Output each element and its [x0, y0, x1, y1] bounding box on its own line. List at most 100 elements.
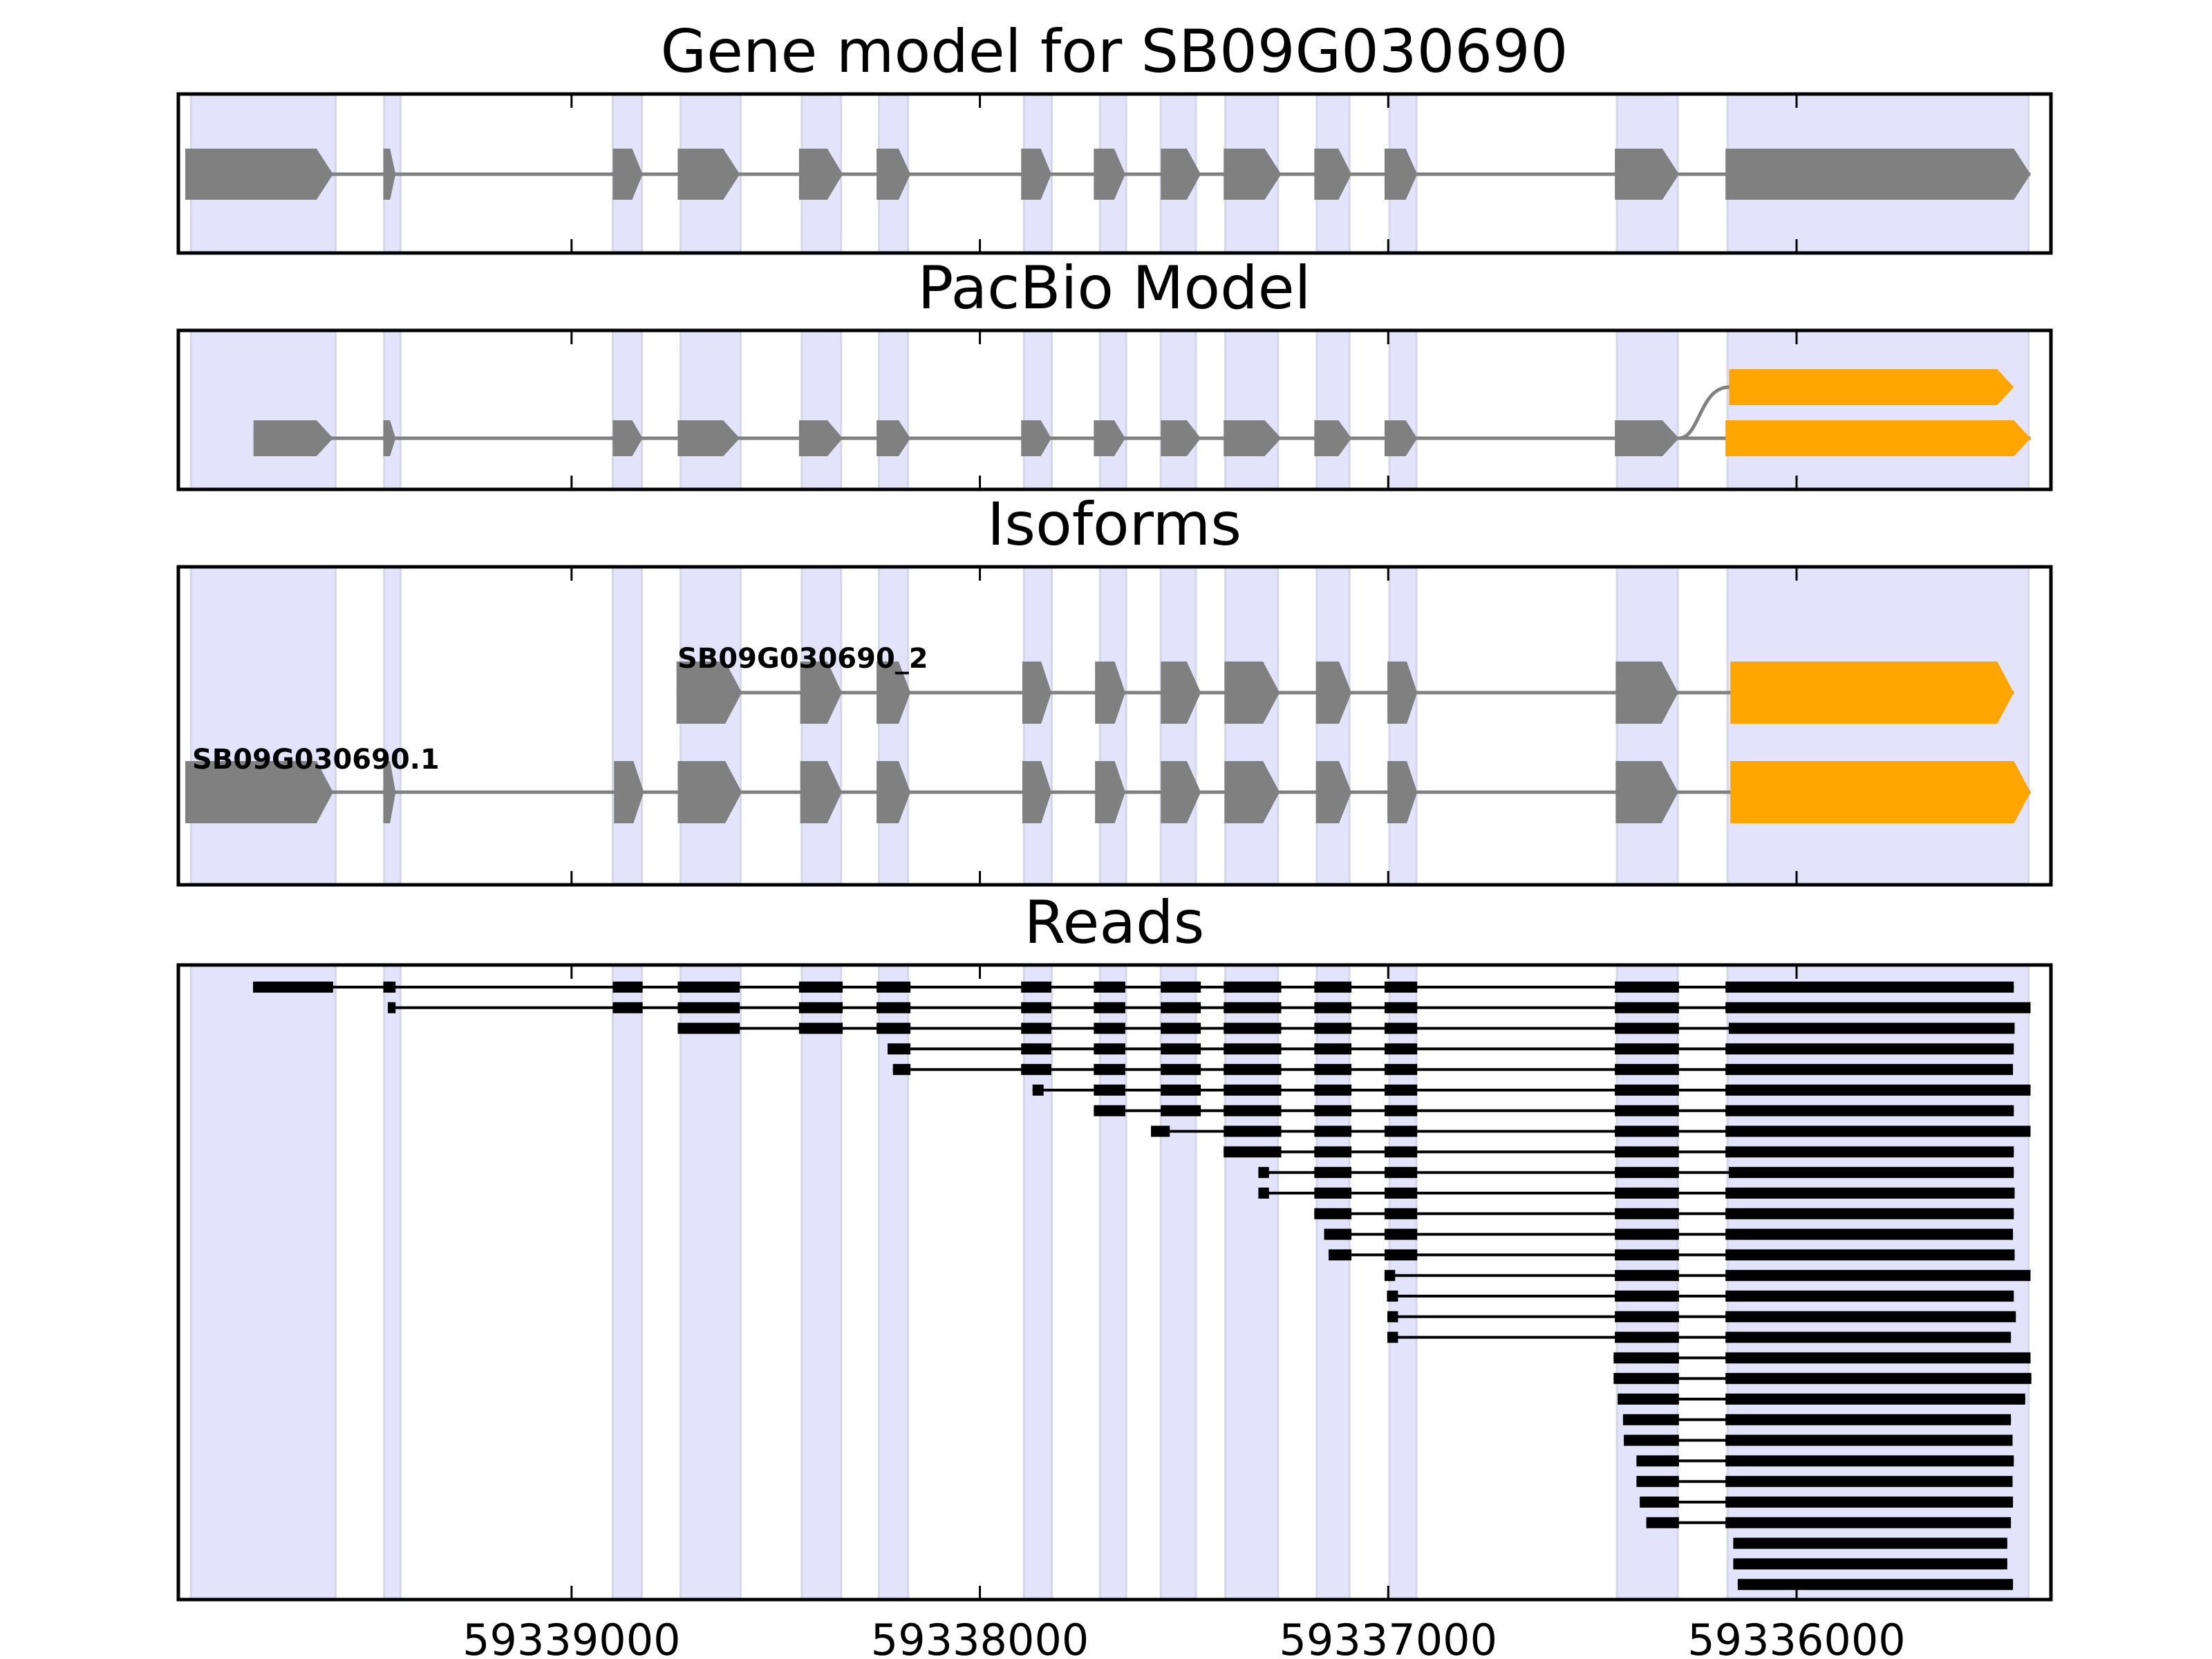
axes-frame — [176, 963, 2053, 1602]
cds-exon — [677, 761, 742, 823]
read-block — [1725, 1476, 2013, 1488]
exon-band — [1388, 565, 1418, 886]
read — [1324, 1228, 2014, 1240]
read — [1640, 1497, 2014, 1508]
read-block — [1640, 1497, 1679, 1508]
read-block — [1733, 1558, 2007, 1570]
cds-exon — [185, 761, 333, 823]
cds-exon — [1224, 761, 1280, 823]
cds-exon — [677, 420, 740, 456]
read — [1618, 1394, 2025, 1405]
read-block — [1725, 1270, 2031, 1282]
exon-band — [383, 964, 402, 1601]
branch-connector — [1678, 385, 1730, 440]
read — [1636, 1476, 2013, 1488]
cds-exon — [800, 662, 842, 724]
exon-band — [383, 565, 402, 886]
read-block — [1151, 1125, 1170, 1137]
read-block — [1624, 1434, 1679, 1446]
axes-frame — [176, 565, 2053, 887]
cds-exon — [676, 662, 742, 724]
exon-band — [800, 964, 843, 1601]
cds-exon — [677, 149, 740, 200]
read — [892, 1064, 2014, 1076]
exon-band — [679, 329, 742, 491]
cds-exon — [877, 420, 911, 456]
cds-exon — [1387, 761, 1418, 823]
read-block — [1384, 1188, 1418, 1199]
exon-band — [1315, 565, 1351, 886]
read-block — [1387, 1291, 1398, 1302]
read-block — [877, 982, 911, 993]
read-block — [1615, 1105, 1679, 1116]
read-block — [1384, 1208, 1418, 1219]
read-block — [1387, 1331, 1398, 1343]
read-block — [1725, 1085, 2031, 1096]
exon-band — [612, 565, 643, 886]
exon-band — [878, 964, 910, 1601]
read-block — [677, 982, 740, 993]
title-pacbio-model: PacBio Model — [917, 254, 1311, 323]
read-block — [1613, 1352, 1679, 1364]
read-block — [1725, 1105, 2014, 1116]
read-block — [1615, 1270, 1679, 1282]
read-block — [1737, 1579, 2014, 1591]
read-block — [1725, 1064, 2014, 1076]
exon-band — [1726, 565, 2030, 886]
read-block — [877, 1002, 911, 1013]
read-block — [253, 982, 333, 993]
read-block — [1725, 1208, 2014, 1219]
read-block — [1314, 1208, 1352, 1219]
read-block — [1387, 1311, 1398, 1322]
read-block — [1314, 1002, 1352, 1013]
read-block — [1725, 1352, 2031, 1364]
cds-exon — [800, 761, 842, 823]
read-block — [1725, 1497, 2014, 1508]
cds-exon — [1094, 420, 1125, 456]
axes-frame — [176, 92, 2053, 255]
read — [888, 1043, 2014, 1055]
cds-exon — [383, 420, 396, 456]
exon-band — [1315, 964, 1351, 1601]
read-block — [1032, 1085, 1044, 1096]
read — [1387, 1311, 2016, 1322]
read-block — [1224, 982, 1282, 993]
utr-exon — [1730, 761, 2031, 823]
read — [1613, 1373, 2032, 1385]
read-block — [1224, 1085, 1282, 1096]
read-block — [1725, 1434, 2013, 1446]
read-block — [1314, 1125, 1352, 1137]
read-block — [1021, 1022, 1051, 1034]
x-tick-label: 59337000 — [1279, 1615, 1497, 1659]
read-block — [1725, 1373, 2032, 1385]
read-block — [1646, 1517, 1679, 1528]
read-block — [1615, 1311, 1679, 1322]
read-block — [1725, 1188, 2015, 1199]
read-block — [1094, 982, 1125, 993]
exon-band — [1726, 329, 2030, 491]
read — [1636, 1455, 2014, 1467]
read — [1737, 1579, 2014, 1591]
exon-band — [1022, 964, 1053, 1601]
exon-band — [1315, 329, 1351, 491]
read-block — [1725, 1311, 2016, 1322]
read-block — [1725, 1228, 2014, 1240]
read-block — [1314, 1167, 1352, 1179]
utr-exon — [1729, 369, 2014, 405]
cds-exon — [798, 149, 843, 200]
cds-exon — [1224, 420, 1282, 456]
read-block — [1161, 1064, 1201, 1076]
read-block — [1384, 1064, 1418, 1076]
read-block — [892, 1064, 911, 1076]
panel-isoforms — [176, 565, 2053, 887]
read-block — [1615, 1002, 1679, 1013]
x-axis-tick-labels: 59339000 59338000 59337000 59336000 — [462, 1615, 1906, 1659]
exon-band — [383, 329, 402, 491]
read-block — [1224, 1105, 1282, 1116]
exon-band — [1098, 329, 1127, 491]
read-block — [1094, 1085, 1125, 1096]
read-block — [1384, 1022, 1418, 1034]
cds-exon — [877, 149, 911, 200]
read-block — [1161, 1002, 1201, 1013]
exon-band — [1224, 329, 1280, 491]
